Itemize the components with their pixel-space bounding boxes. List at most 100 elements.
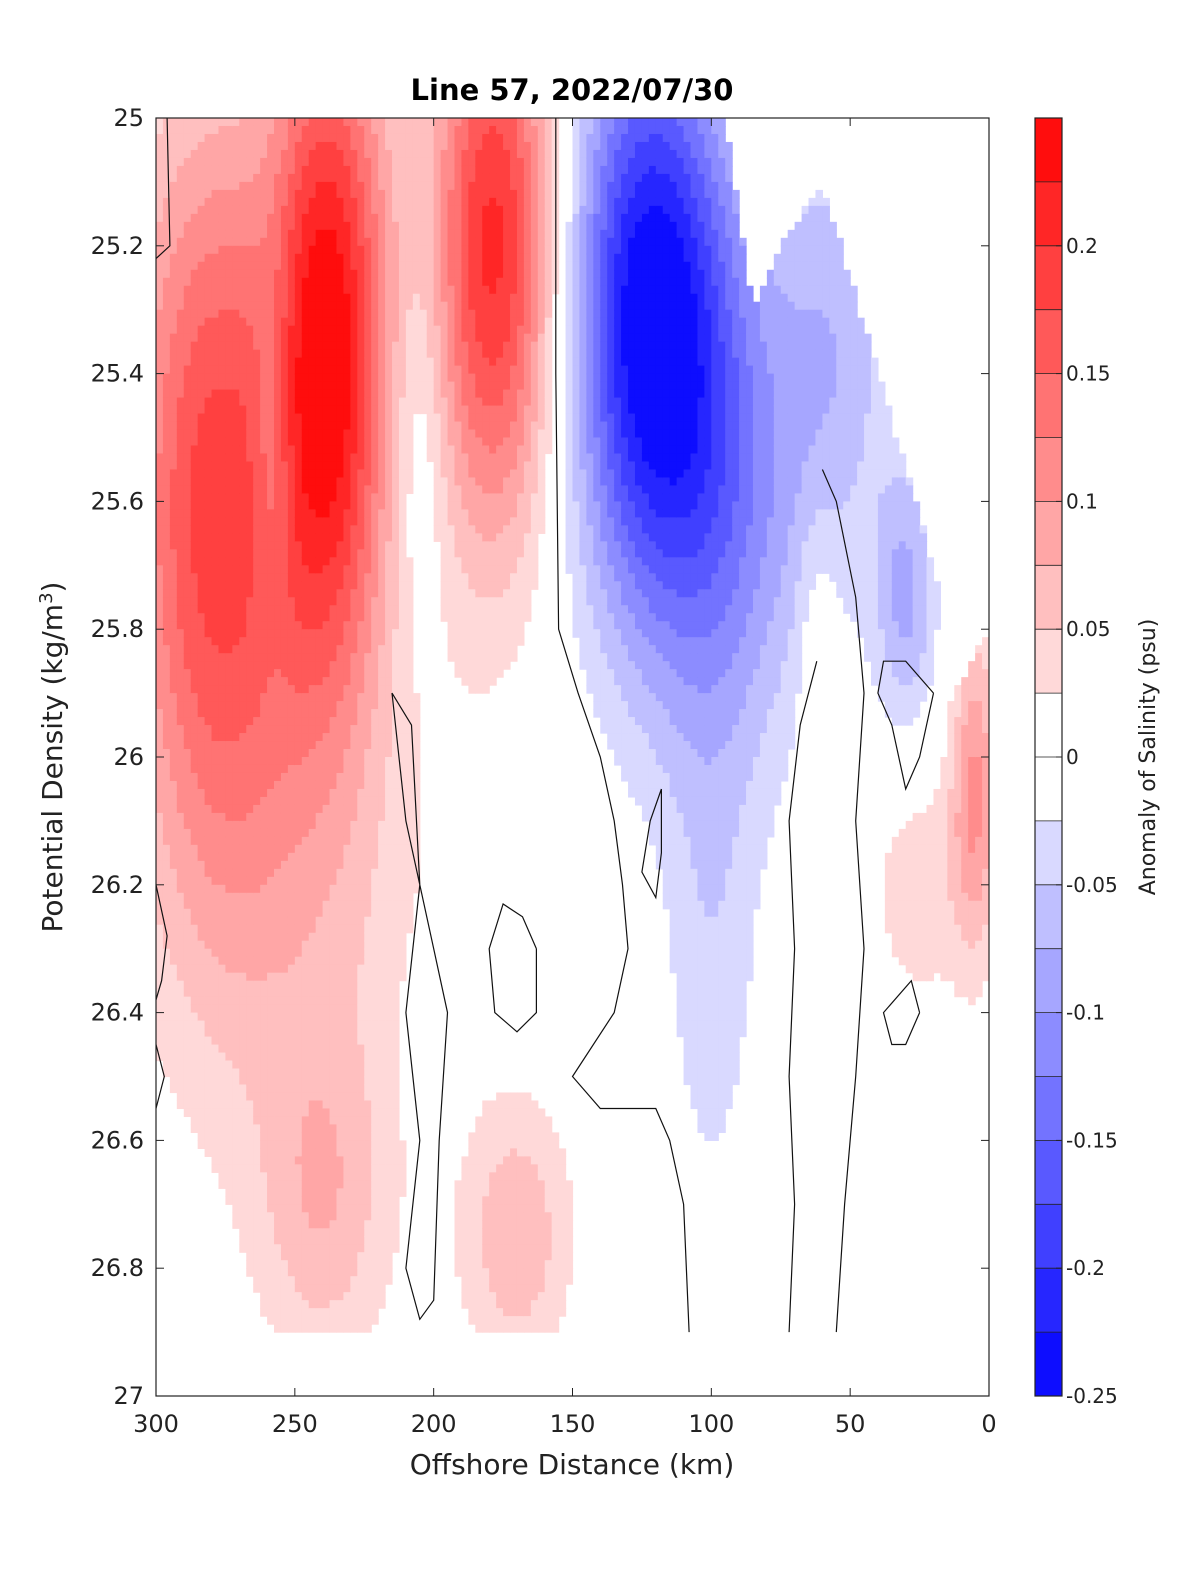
heatmap-cell (364, 189, 372, 199)
heatmap-cell (197, 517, 206, 526)
heatmap-cell (322, 173, 331, 183)
heatmap-cell (294, 1316, 303, 1325)
heatmap-cell (232, 772, 240, 782)
heatmap-cell (294, 709, 303, 718)
heatmap-cell (169, 780, 178, 790)
heatmap-cell (156, 653, 164, 662)
heatmap-cell (315, 1052, 324, 1062)
heatmap-cell (156, 780, 164, 790)
heatmap-cell (190, 701, 199, 710)
heatmap-cell (211, 293, 220, 303)
heatmap-cell (385, 1076, 393, 1086)
heatmap-cell (232, 812, 240, 822)
heatmap-cell (315, 1060, 324, 1070)
heatmap-cell (225, 605, 233, 614)
heatmap-cell (197, 389, 206, 399)
heatmap-cell (246, 237, 254, 247)
heatmap-cell (343, 788, 351, 798)
heatmap-cell (350, 1228, 358, 1237)
heatmap-cell (162, 980, 171, 990)
heatmap-cell (211, 629, 220, 638)
heatmap-cell (274, 389, 282, 399)
heatmap-cell (315, 565, 324, 574)
heatmap-cell (162, 277, 171, 287)
heatmap-cell (260, 741, 268, 750)
heatmap-cell (204, 916, 213, 926)
heatmap-cell (225, 637, 233, 646)
heatmap-cell (371, 1204, 379, 1213)
heatmap-cell (260, 772, 268, 782)
heatmap-cell (176, 661, 185, 670)
heatmap-cell (385, 405, 393, 415)
heatmap-cell (183, 916, 192, 926)
heatmap-cell (385, 589, 393, 598)
heatmap-cell (176, 229, 185, 239)
heatmap-cell (253, 373, 261, 383)
heatmap-cell (232, 597, 240, 606)
heatmap-cell (343, 597, 351, 606)
heatmap-cell (197, 429, 206, 439)
heatmap-cell (239, 517, 247, 526)
heatmap-cell (294, 852, 303, 862)
heatmap-cell (260, 764, 268, 774)
heatmap-cell (197, 629, 206, 638)
heatmap-cell (190, 269, 199, 279)
heatmap-cell (315, 685, 324, 694)
heatmap-cell (211, 932, 220, 942)
heatmap-cell (336, 709, 345, 718)
heatmap-cell (294, 1196, 303, 1205)
heatmap-cell (190, 988, 199, 998)
heatmap-cell (218, 509, 227, 518)
heatmap-cell (197, 501, 206, 510)
heatmap-cell (176, 900, 185, 910)
heatmap-cell (308, 1292, 317, 1301)
heatmap-cell (294, 1244, 303, 1253)
heatmap-cell (287, 221, 296, 231)
heatmap-cell (350, 501, 358, 510)
heatmap-cell (322, 876, 331, 886)
heatmap-cell (232, 541, 240, 550)
heatmap-cell (350, 565, 358, 574)
heatmap-cell (218, 461, 227, 471)
heatmap-cell (204, 804, 213, 814)
heatmap-cell (385, 429, 393, 439)
heatmap-cell (350, 285, 358, 295)
heatmap-cell (211, 245, 220, 255)
heatmap-cell (274, 1068, 282, 1078)
heatmap-cell (322, 445, 331, 455)
heatmap-cell (322, 1220, 331, 1229)
heatmap-cell (378, 924, 386, 934)
heatmap-cell (190, 645, 199, 654)
heatmap-cell (204, 245, 213, 255)
heatmap-cell (260, 1292, 268, 1301)
heatmap-cell (357, 517, 365, 526)
heatmap-cell (183, 948, 192, 958)
heatmap-cell (315, 389, 324, 399)
heatmap-cell (253, 1076, 261, 1086)
heatmap-cell (190, 844, 199, 854)
heatmap-cell (280, 485, 289, 495)
heatmap-cell (350, 221, 358, 231)
heatmap-cell (232, 1124, 240, 1134)
heatmap-cell (239, 876, 247, 886)
heatmap-cell (169, 317, 178, 327)
heatmap-cell (350, 493, 358, 502)
heatmap-cell (350, 381, 358, 391)
heatmap-cell (190, 581, 199, 590)
heatmap-cell (169, 828, 178, 838)
heatmap-cell (294, 173, 303, 183)
heatmap-cell (308, 517, 317, 526)
heatmap-cell (280, 685, 289, 694)
heatmap-cell (385, 908, 393, 918)
heatmap-cell (169, 677, 178, 686)
heatmap-cell (169, 429, 178, 439)
heatmap-cell (162, 764, 171, 774)
heatmap-cell (253, 1156, 261, 1165)
heatmap-cell (211, 437, 220, 447)
heatmap-cell (336, 405, 345, 415)
heatmap-cell (357, 804, 365, 814)
heatmap-cell (176, 309, 185, 319)
heatmap-cell (280, 1204, 289, 1213)
heatmap-cell (169, 173, 178, 183)
heatmap-cell (169, 940, 178, 950)
